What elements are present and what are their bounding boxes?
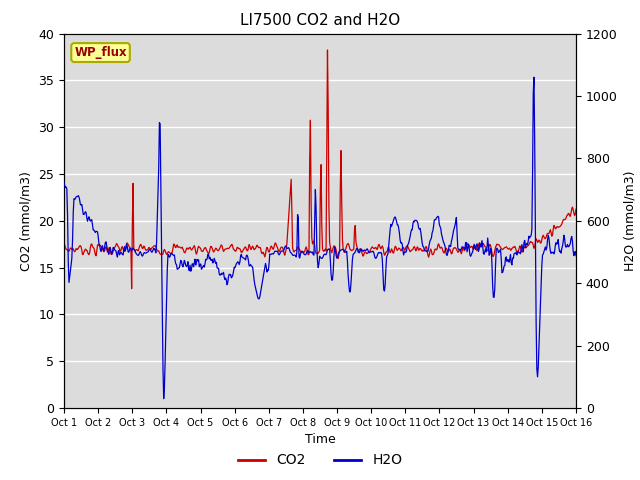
Y-axis label: CO2 (mmol/m3): CO2 (mmol/m3) — [20, 171, 33, 271]
Title: LI7500 CO2 and H2O: LI7500 CO2 and H2O — [240, 13, 400, 28]
Legend: CO2, H2O: CO2, H2O — [232, 448, 408, 473]
Text: WP_flux: WP_flux — [74, 46, 127, 59]
X-axis label: Time: Time — [305, 433, 335, 446]
Y-axis label: H2O (mmol/m3): H2O (mmol/m3) — [623, 170, 636, 271]
